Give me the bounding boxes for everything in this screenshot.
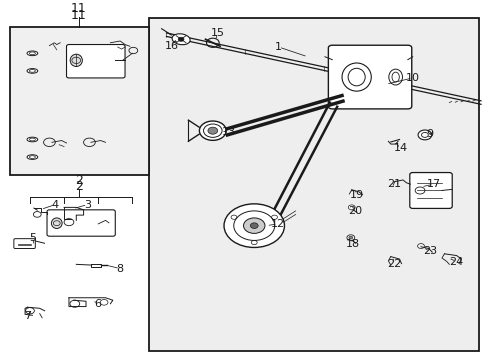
Text: 11: 11 [71, 2, 86, 15]
FancyBboxPatch shape [14, 239, 35, 248]
Text: 5: 5 [29, 233, 36, 243]
FancyBboxPatch shape [47, 210, 115, 236]
Circle shape [348, 236, 352, 239]
Text: 7: 7 [24, 311, 31, 321]
Text: 22: 22 [387, 258, 401, 269]
FancyBboxPatch shape [328, 45, 411, 109]
Text: 16: 16 [164, 41, 178, 51]
Text: 2: 2 [75, 180, 82, 193]
Text: 1: 1 [275, 42, 282, 52]
Text: 14: 14 [393, 143, 407, 153]
Text: 13: 13 [222, 127, 235, 138]
FancyBboxPatch shape [66, 45, 125, 78]
Circle shape [178, 37, 183, 41]
Circle shape [224, 204, 284, 247]
Text: 3: 3 [84, 199, 91, 210]
Text: 15: 15 [210, 28, 224, 38]
Circle shape [417, 130, 431, 140]
Text: 9: 9 [426, 129, 432, 139]
Ellipse shape [27, 69, 38, 73]
Circle shape [347, 205, 354, 210]
FancyBboxPatch shape [409, 172, 451, 208]
Bar [149, 18, 478, 351]
Text: 21: 21 [387, 179, 401, 189]
Text: 4: 4 [52, 199, 59, 210]
Circle shape [243, 218, 264, 233]
Text: 17: 17 [426, 179, 440, 189]
Ellipse shape [199, 121, 226, 140]
Text: 8: 8 [116, 264, 123, 274]
Text: 19: 19 [349, 190, 363, 200]
Ellipse shape [51, 218, 62, 229]
Ellipse shape [27, 51, 38, 56]
Circle shape [207, 127, 217, 134]
Text: 24: 24 [448, 257, 463, 266]
Text: 11: 11 [71, 9, 86, 22]
Text: 12: 12 [270, 219, 284, 229]
Text: 6: 6 [95, 299, 102, 309]
Ellipse shape [27, 137, 38, 142]
Ellipse shape [172, 34, 190, 45]
Text: 18: 18 [345, 239, 359, 249]
Text: 23: 23 [422, 246, 436, 256]
Text: 20: 20 [347, 206, 361, 216]
Ellipse shape [70, 54, 82, 67]
Ellipse shape [27, 155, 38, 159]
Text: 2: 2 [75, 174, 82, 187]
Bar [10, 27, 149, 175]
Text: 10: 10 [405, 73, 419, 83]
Circle shape [346, 235, 354, 240]
Circle shape [250, 223, 258, 229]
